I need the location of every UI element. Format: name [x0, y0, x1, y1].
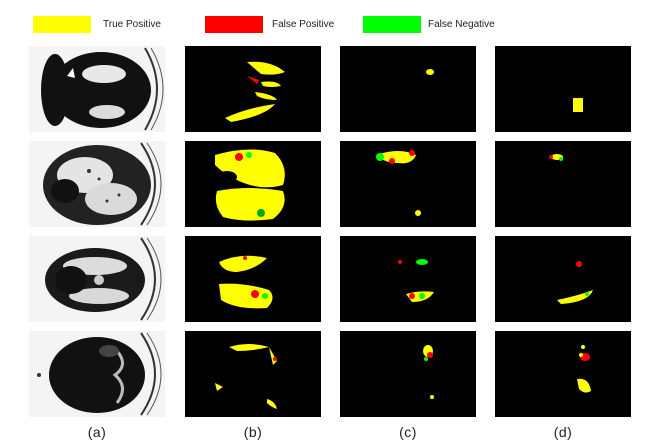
segmentation-b-row1 — [185, 46, 321, 132]
segmentation-c-row2 — [340, 141, 476, 227]
ct-scan-row2 — [29, 141, 165, 227]
column-label-c: (c) — [399, 424, 417, 440]
segmentation-d-row4 — [495, 331, 631, 417]
segmentation-b-row4 — [185, 331, 321, 417]
ct-scan-row4 — [29, 331, 165, 417]
ct-scan-row3 — [29, 236, 165, 322]
column-label-d: (d) — [553, 424, 573, 440]
false-positive-label: False Positive — [272, 19, 335, 30]
ct-scan-row1 — [29, 46, 165, 132]
segmentation-c-row4 — [340, 331, 476, 417]
segmentation-d-row3 — [495, 236, 631, 322]
column-label-a: (a) — [87, 424, 107, 440]
true-positive-swatch — [33, 16, 91, 33]
segmentation-c-row3 — [340, 236, 476, 322]
segmentation-d-row2 — [495, 141, 631, 227]
column-label-b: (b) — [243, 424, 263, 440]
legend: True Positive False Positive False Negat… — [0, 14, 660, 38]
false-negative-label: False Negative — [428, 19, 495, 30]
segmentation-c-row1 — [340, 46, 476, 132]
true-positive-label: True Positive — [103, 19, 161, 30]
false-positive-swatch — [205, 16, 263, 33]
false-negative-swatch — [363, 16, 421, 33]
segmentation-d-row1 — [495, 46, 631, 132]
segmentation-b-row3 — [185, 236, 321, 322]
segmentation-b-row2 — [185, 141, 321, 227]
